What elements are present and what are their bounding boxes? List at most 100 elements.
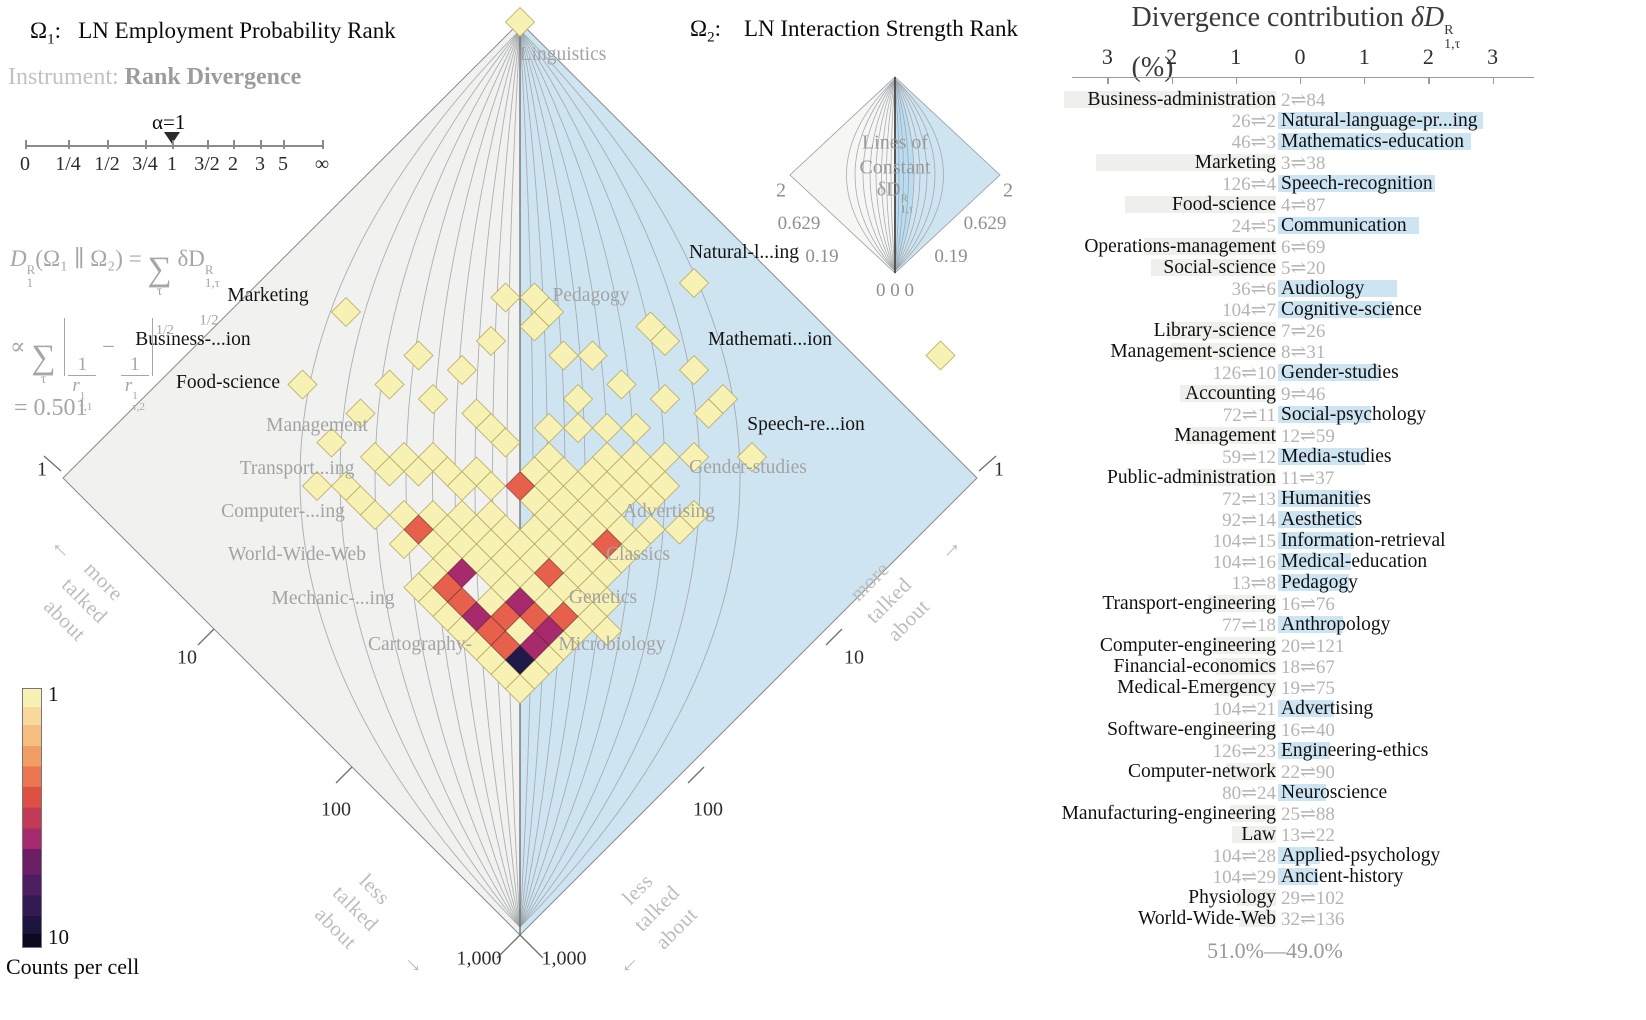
alpha-tick[interactable]: [233, 140, 235, 149]
heatmap-cell: [562, 412, 594, 444]
rank-pair: 9⇌46: [1281, 384, 1326, 405]
divergence-axis-tick-label: 2: [1166, 44, 1178, 69]
balance-footer: 51.0%—49.0%: [1207, 938, 1343, 963]
divergence-bar: [1278, 406, 1372, 423]
divergence-row-label: Pedagogy: [1281, 572, 1358, 593]
alpha-tick-label: 0: [20, 153, 30, 175]
rank-pair: 3⇌38: [1281, 153, 1326, 174]
heatmap-cell: [649, 383, 681, 415]
divergence-row-label: Communication: [1281, 215, 1407, 236]
divergence-axis-tick-label: 1: [1230, 44, 1242, 69]
divergence-row-label: Mathematics-education: [1281, 131, 1465, 152]
divergence-bar: [1150, 259, 1276, 276]
divergence-row-label: Computer-engineering: [1099, 635, 1276, 656]
diamond-label: Microbiology: [558, 634, 666, 655]
diamond-label: World-Wide-Web: [228, 544, 366, 565]
divergence-row-label: Physiology: [1188, 887, 1276, 908]
divergence-panel-title: Divergence contribution δD R 1,τ (%): [1131, 2, 1461, 83]
divergence-bar: [1278, 616, 1344, 633]
divergence-row-label: Food-science: [1172, 194, 1276, 215]
heatmap-cell: [678, 354, 710, 386]
rank-pair: 5⇌20: [1281, 258, 1326, 279]
heatmap-cell: [548, 340, 579, 371]
heatmap-cell: [664, 514, 695, 545]
rank-pair: 59⇌12: [1222, 447, 1276, 468]
divergence-row-label: Transport-engineering: [1102, 593, 1276, 614]
divergence-bar: [1278, 112, 1484, 129]
alpha-slider-track[interactable]: [25, 145, 322, 147]
diamond-label: Classics: [606, 544, 670, 565]
rank-pair: 13⇌22: [1281, 825, 1335, 846]
divergence-row-label: Software-engineering: [1107, 719, 1276, 740]
rank-pair: 7⇌26: [1281, 321, 1326, 342]
heatmap-cell: [606, 369, 637, 400]
diamond-label: Advertising: [622, 501, 716, 522]
alpha-tick[interactable]: [25, 140, 27, 149]
alpha-tick-label: ∞: [314, 153, 330, 175]
divergence-row-label: World-Wide-Web: [1138, 908, 1276, 929]
heatmap-cell: [374, 456, 405, 487]
divergence-formula-line2: ∝ ∑ τ 1 r 1 τ,1 − 1 r 1 τ,2 1/2: [10, 318, 174, 413]
rank-pair: 126⇌23: [1212, 741, 1276, 762]
diamond-label: Transport...ing: [239, 458, 355, 479]
divergence-row-label: Operations-management: [1084, 236, 1276, 257]
heatmap-cell: [374, 369, 405, 400]
divergence-axis-tick: [1300, 77, 1302, 84]
diamond-label: Food-science: [176, 372, 280, 393]
heatmap-cell: [345, 398, 376, 429]
heatmap-cell: [287, 369, 318, 400]
diamond-axis-tick-label: 1,000: [456, 947, 502, 970]
rank-pair: 26⇌2: [1231, 111, 1276, 132]
divergence-row-label: Aesthetics: [1281, 509, 1363, 530]
divergence-row-label: Medical-Emergency: [1117, 677, 1276, 698]
divergence-row-label: Computer-network: [1128, 761, 1276, 782]
divergence-bar: [1192, 469, 1276, 486]
alpha-slider-marker[interactable]: [164, 132, 180, 144]
rank-pair: 11⇌37: [1281, 468, 1335, 489]
rank-pair: 16⇌76: [1281, 594, 1335, 615]
heatmap-cell: [359, 499, 391, 531]
divergence-bar: [1166, 322, 1276, 339]
diamond-label: Linguistics: [519, 44, 607, 65]
inset-tick: 0.629: [963, 213, 1007, 234]
rank-pair: 13⇌8: [1231, 573, 1276, 594]
divergence-row-label: Natural-language-pr...ing: [1281, 110, 1478, 131]
heatmap-cell: [504, 6, 536, 38]
heatmap-cell: [678, 267, 710, 299]
divergence-bar: [1225, 763, 1276, 780]
divergence-axis-tick: [1428, 77, 1430, 84]
contour-legend-inset-diamond: [789, 76, 1001, 274]
heatmap-cell: [316, 427, 347, 458]
alpha-tick[interactable]: [207, 140, 209, 149]
alpha-tick[interactable]: [145, 140, 147, 149]
diamond-axis-tick-label: 100: [321, 798, 351, 821]
alpha-tick[interactable]: [107, 140, 109, 149]
heatmap-cell: [504, 644, 536, 676]
rank-pair: 126⇌4: [1222, 174, 1276, 195]
inset-tick: 0.629: [777, 213, 821, 234]
divergence-bar: [1144, 238, 1276, 255]
rank-pair: 8⇌31: [1281, 342, 1326, 363]
divergence-row-label: Anthropology: [1281, 614, 1391, 635]
edge-tick-marks: [43, 455, 997, 959]
alpha-tick[interactable]: [322, 140, 324, 149]
alpha-tick[interactable]: [172, 140, 174, 149]
diamond-label: Pedagogy: [552, 285, 630, 306]
divergence-row-label: Social-psychology: [1281, 404, 1427, 425]
divergence-bar: [1213, 637, 1276, 654]
diamond-label: Mechanic-...ing: [271, 588, 395, 609]
diamond-label: Business-...ion: [135, 329, 251, 350]
alpha-tick[interactable]: [283, 140, 285, 149]
rank-pair: 22⇌90: [1281, 762, 1335, 783]
divergence-bar: [1231, 826, 1276, 843]
divergence-row-label: Business-administration: [1087, 89, 1277, 110]
divergence-row-label: Medical-education: [1281, 551, 1428, 572]
divergence-row-label: Financial-economics: [1113, 656, 1276, 677]
divergence-row-label: Information-retrieval: [1281, 530, 1446, 551]
alpha-tick[interactable]: [260, 140, 262, 149]
divergence-bar: [1278, 364, 1379, 381]
alpha-tick[interactable]: [68, 140, 70, 149]
divergence-bar: [1278, 511, 1357, 528]
diamond-axis-tick-label: 10: [844, 646, 864, 669]
